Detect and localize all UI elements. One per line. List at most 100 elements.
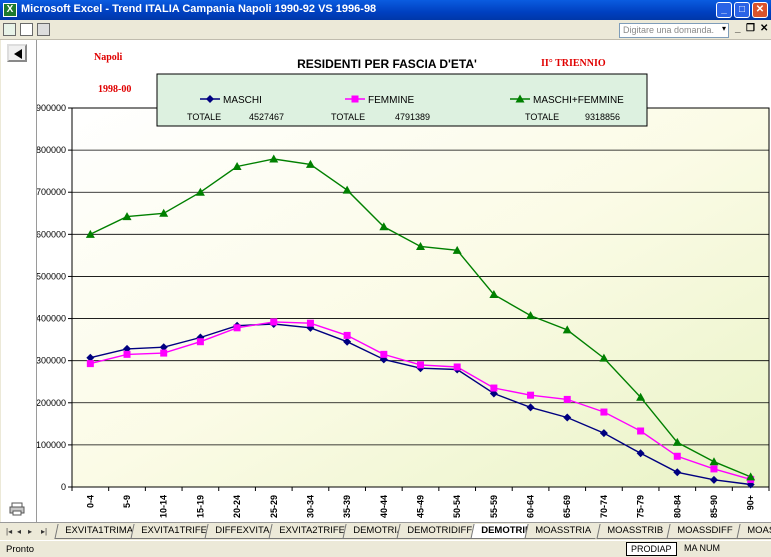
age-population-chart: 0 100000 200000 300000 400000 500000 600000 700… <box>37 52 770 518</box>
point-maschi <box>709 475 718 484</box>
sheet-tab-bar: |◂ ◂ ▸ ▸| EXVITA1TRIMA EXVITA1TRIFE DIFFEXVITA… <box>0 522 771 540</box>
point-maschi <box>86 353 95 362</box>
point-totale <box>526 311 536 320</box>
help-question-input[interactable]: Digitare una domanda. <box>619 23 729 38</box>
doc-restore-button[interactable]: ❐ <box>746 23 755 34</box>
x-tick-label: 70-74 <box>599 495 609 518</box>
point-femmine <box>710 465 718 473</box>
sheet-tab[interactable]: EXVITA1TRIFE <box>130 524 215 539</box>
point-femmine <box>343 331 351 339</box>
point-totale <box>159 208 169 217</box>
sheet-tab[interactable]: DEMOTRIDIFF <box>396 524 480 539</box>
x-tick-label: 15-19 <box>195 495 205 518</box>
sheet-tab[interactable]: MOASSTRIB <box>596 524 671 539</box>
back-arrow-icon <box>14 49 22 59</box>
sheet-tab[interactable]: MOASSDIFF <box>666 524 741 539</box>
point-maschi <box>159 343 168 352</box>
y-tick-label: 400000 <box>37 314 66 324</box>
chart-sheet: 0 100000 200000 300000 400000 500000 600000 700… <box>1 40 771 522</box>
y-tick-label: 500000 <box>37 271 66 281</box>
point-totale <box>636 392 646 401</box>
legend-maschi-total-value: 4527467 <box>249 112 284 122</box>
sheet-nav-button[interactable]: |◂ <box>6 527 13 536</box>
place-label: Napoli <box>94 52 123 63</box>
legend-maschi-total-label: TOTALE <box>187 112 221 122</box>
window-title: Microsoft Excel - Trend ITALIA Campania … <box>21 3 377 15</box>
legend-femmine-total-value: 4791389 <box>395 112 430 122</box>
legend-totale-label: MASCHI+FEMMINE <box>533 95 624 106</box>
close-button[interactable]: ✕ <box>752 2 768 18</box>
x-tick-label: 50-54 <box>452 495 462 518</box>
sheet-tab[interactable]: EXVITA1TRIMA <box>54 524 141 539</box>
maximize-button[interactable]: □ <box>734 2 750 18</box>
print-icon[interactable] <box>9 502 25 516</box>
print-preview-icon[interactable] <box>20 23 33 36</box>
doc-close-button[interactable]: ✕ <box>760 23 769 34</box>
x-tick-label: 85-90 <box>709 495 719 518</box>
plot-area <box>71 107 770 488</box>
help-dropdown-icon[interactable]: ▾ <box>722 24 727 33</box>
chart-sidebar <box>1 40 37 522</box>
doc-minimize-button[interactable]: _ <box>735 23 741 34</box>
point-maschi <box>673 468 682 477</box>
y-tick-label: 100000 <box>37 440 66 450</box>
sheet-tab[interactable]: EXVITA2TRIFE <box>268 524 353 539</box>
y-tick-label: 300000 <box>37 356 66 366</box>
title-bar[interactable]: X Microsoft Excel - Trend ITALIA Campani… <box>0 0 771 20</box>
new-workbook-icon[interactable] <box>3 23 16 36</box>
point-femmine <box>160 349 168 357</box>
sheet-tab[interactable]: DIFFEXVITA <box>204 524 277 539</box>
legend-femmine-label: FEMMINE <box>368 95 414 106</box>
point-totale <box>452 245 462 254</box>
point-femmine <box>453 363 461 371</box>
point-maschi <box>563 413 572 422</box>
back-button[interactable] <box>7 44 27 62</box>
sheet-tab[interactable]: MOASSTRIA <box>524 524 599 539</box>
point-femmine <box>123 350 131 358</box>
status-macro-box: PRODIAP <box>626 542 677 556</box>
legend-totale-total-value: 9318856 <box>585 112 620 122</box>
point-femmine <box>563 395 571 403</box>
x-tick-label: 10-14 <box>159 495 169 518</box>
excel-app-icon[interactable]: X <box>3 3 17 17</box>
x-tick-label: 45-49 <box>416 495 426 518</box>
y-tick-label: 700000 <box>37 187 66 197</box>
sheet-nav-button[interactable]: ◂ <box>17 527 22 536</box>
legend-totale-total-label: TOTALE <box>525 112 559 122</box>
point-totale <box>515 94 525 103</box>
status-modes: MA NUM <box>684 543 720 553</box>
period-label: 1998-00 <box>98 84 131 95</box>
sheet-nav-button[interactable]: ▸| <box>41 527 48 536</box>
x-tick-label: 65-69 <box>562 495 572 518</box>
point-totale <box>709 457 719 466</box>
status-ready: Pronto <box>6 544 34 555</box>
point-femmine <box>380 350 388 358</box>
printer-icon[interactable] <box>37 23 50 36</box>
sheet-tab[interactable]: MOASSCA <box>736 524 771 539</box>
point-femmine <box>637 427 645 435</box>
point-totale <box>195 187 205 196</box>
legend-maschi-label: MASCHI <box>223 95 262 106</box>
point-totale <box>232 162 242 171</box>
point-femmine <box>351 95 359 103</box>
legend-box <box>156 73 648 127</box>
y-tick-label: 600000 <box>37 229 66 239</box>
point-maschi <box>636 449 645 458</box>
point-totale <box>305 159 315 168</box>
point-femmine <box>527 391 535 399</box>
point-totale <box>85 229 95 238</box>
x-tick-label: 80-84 <box>672 495 682 518</box>
point-totale <box>489 290 499 299</box>
x-tick-label: 55-59 <box>489 495 499 518</box>
minimize-button[interactable]: _ <box>716 2 732 18</box>
point-maschi <box>343 337 352 346</box>
chart-title: RESIDENTI PER FASCIA D'ETA' <box>297 57 477 71</box>
x-tick-label: 5-9 <box>122 495 132 508</box>
point-totale <box>342 185 352 194</box>
x-tick-label: 60-64 <box>526 495 536 518</box>
sheet-nav-button[interactable]: ▸ <box>28 527 33 536</box>
point-femmine <box>233 324 241 332</box>
point-femmine <box>673 452 681 460</box>
point-femmine <box>417 361 424 369</box>
